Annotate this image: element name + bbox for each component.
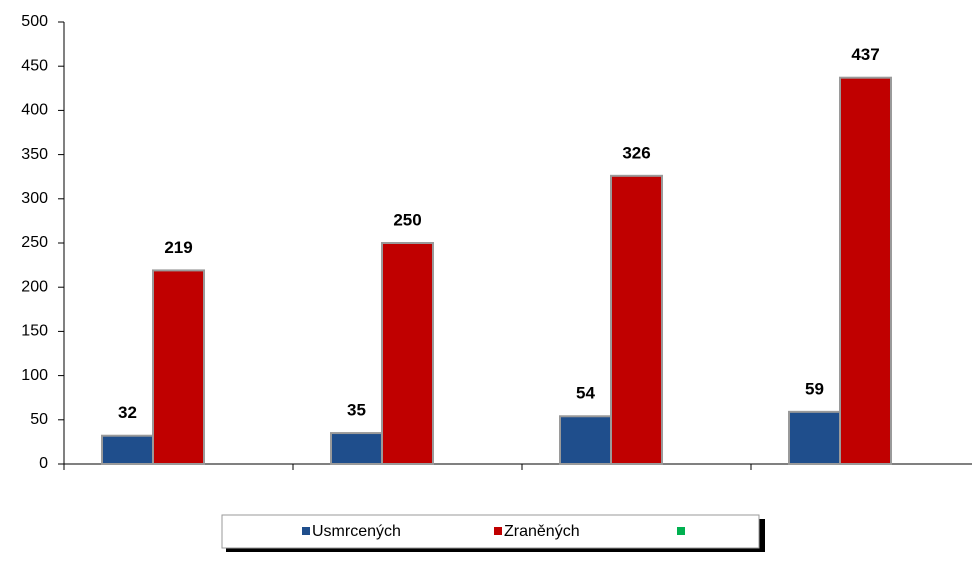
bar	[559, 415, 612, 466]
bar	[101, 434, 154, 466]
value-label: 219	[164, 238, 192, 257]
bar	[610, 174, 663, 465]
legend-marker	[494, 527, 502, 535]
value-label: 59	[805, 379, 824, 398]
value-label: 35	[347, 401, 366, 420]
y-tick-label: 250	[21, 234, 48, 251]
y-tick-label: 100	[21, 367, 48, 384]
y-tick-label: 150	[21, 323, 48, 340]
value-label: 32	[118, 403, 137, 422]
y-tick-label: 300	[21, 190, 48, 207]
value-label: 54	[576, 384, 595, 403]
y-tick-label: 350	[21, 146, 48, 163]
y-tick-label: 450	[21, 57, 48, 74]
y-tick-label: 50	[30, 411, 48, 428]
bar	[330, 432, 383, 465]
y-tick-label: 0	[39, 455, 48, 472]
bar	[788, 410, 841, 465]
legend-label: Zraněných	[504, 523, 580, 540]
bar	[381, 242, 434, 465]
value-label: 437	[851, 45, 879, 64]
value-label: 250	[393, 210, 421, 229]
value-label: 326	[622, 143, 650, 162]
legend-box	[221, 514, 760, 549]
legend-marker	[677, 527, 685, 535]
bar	[839, 76, 892, 466]
legend-marker	[302, 527, 310, 535]
y-tick-label: 500	[21, 13, 48, 30]
legend-label: Usmrcených	[312, 523, 401, 540]
y-tick-label: 200	[21, 278, 48, 295]
y-tick-label: 400	[21, 102, 48, 119]
bar	[152, 269, 205, 465]
